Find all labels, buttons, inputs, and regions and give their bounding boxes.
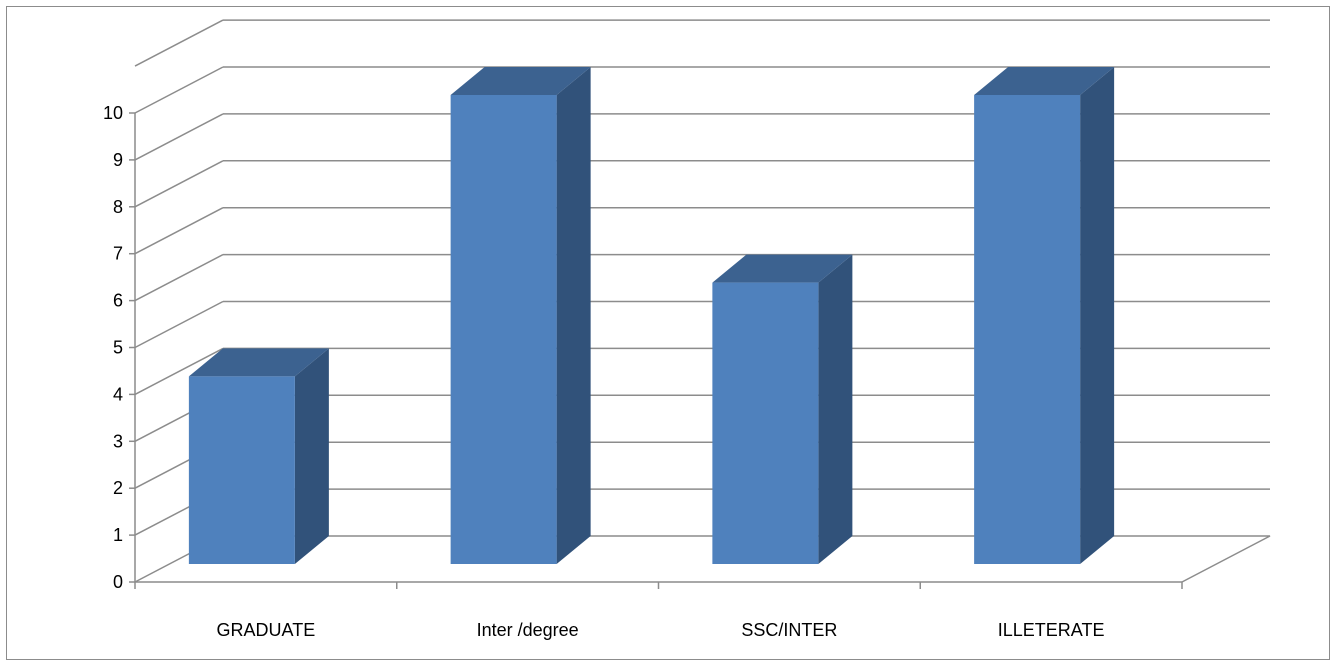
gridline-diagonal [134,300,224,349]
bar-top [974,67,1115,95]
gridline-diagonal [134,207,224,255]
bar-front [450,95,557,564]
bar [450,67,591,564]
bar-front [712,282,819,564]
bars [188,67,1115,564]
y-tick-label: 10 [103,103,123,123]
y-tick-label: 4 [113,384,123,404]
x-tick-label: ILLETERATE [998,620,1105,640]
bar-top [188,348,329,377]
x-tick-label: SSC/INTER [741,620,837,640]
bar-side [818,254,853,564]
gridline-diagonal [134,253,224,302]
y-tick-label: 6 [113,291,123,311]
gridline-diagonal [134,113,224,161]
y-axis-tick-labels: 0 1 2 3 4 5 6 7 8 9 10 [103,103,123,592]
y-tick-label: 1 [113,525,123,545]
bar-top [712,254,853,283]
x-tick-label: Inter /degree [477,620,579,640]
x-tick-label: GRADUATE [217,620,316,640]
y-tick-label: 0 [113,572,123,592]
bar [712,254,853,564]
bar-side [294,348,329,564]
bar-side [556,67,591,564]
bar-front [974,95,1081,564]
x-axis-tick-labels: GRADUATE Inter /degree SSC/INTER ILLETERATE [217,620,1105,640]
y-tick-label: 7 [113,244,123,264]
bar-top [450,67,591,95]
gridline-diagonal [134,347,224,396]
y-tick-label: 5 [113,338,123,358]
bar-side [1080,67,1115,564]
y-tick-label: 8 [113,197,123,217]
axes [129,112,1183,589]
gridline-diagonal [134,160,224,208]
y-tick-label: 2 [113,478,123,498]
bar [974,67,1115,564]
y-tick-label: 3 [113,431,123,451]
bar [188,348,329,564]
gridline-diagonal [134,19,224,67]
bar-front [188,376,295,564]
gridline-diagonal [134,66,224,114]
y-tick-label: 9 [113,150,123,170]
